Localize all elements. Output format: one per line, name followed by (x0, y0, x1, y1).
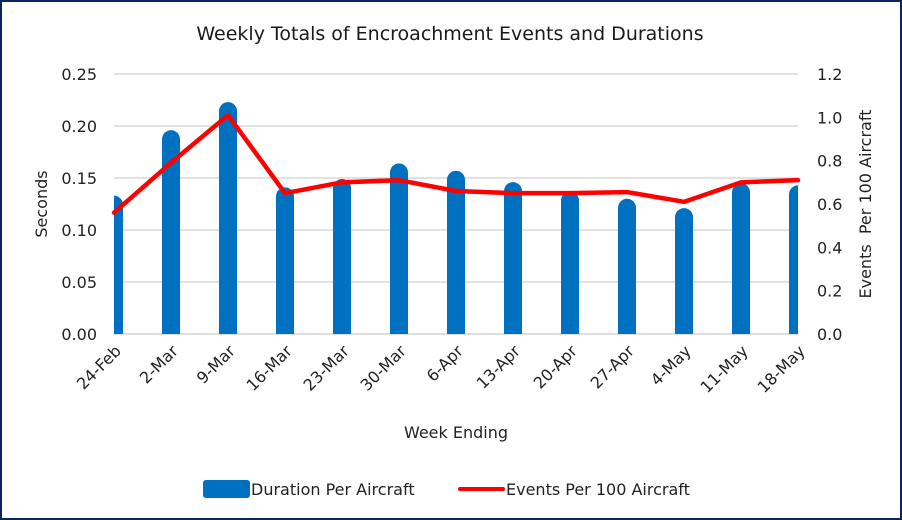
legend-swatch-duration (203, 480, 250, 498)
x-tick-label: 11-May (697, 341, 752, 396)
y2-tick-label: 0.0 (817, 325, 842, 344)
y2-tick-label: 0.6 (817, 195, 842, 214)
x-tick-label: 6-Apr (423, 341, 467, 385)
y2-axis-title: Events Per 100 Aircraft (856, 110, 875, 299)
legend-label-events: Events Per 100 Aircraft (506, 480, 690, 499)
x-tick-label: 4-May (647, 341, 695, 389)
bar (447, 170, 465, 334)
bar (114, 195, 123, 334)
bar (561, 191, 579, 334)
y-axis-title: Seconds (32, 170, 51, 237)
x-axis-title: Week Ending (404, 423, 508, 442)
y2-tick-label: 0.8 (817, 152, 842, 171)
y-tick-label: 0.00 (61, 325, 97, 344)
bar (219, 102, 237, 334)
legend-label-duration: Duration Per Aircraft (251, 480, 415, 499)
y-tick-label: 0.15 (61, 169, 97, 188)
y-tick-label: 0.10 (61, 221, 97, 240)
x-tick-label: 23-Mar (300, 341, 354, 395)
bar (618, 198, 636, 334)
x-tick-label: 20-Apr (530, 341, 582, 393)
y2-tick-label: 0.2 (817, 282, 842, 301)
y-axis-left-ticks: 0.00 0.05 0.10 0.15 0.20 0.25 (61, 65, 97, 344)
bar (276, 187, 294, 334)
y-axis-right-ticks: 0.0 0.2 0.4 0.6 0.8 1.0 1.2 (817, 65, 842, 344)
x-axis-ticks: 24-Feb 2-Mar 9-Mar 16-Mar 23-Mar 30-Mar 6-Apr 1… (73, 341, 809, 397)
x-tick-label: 30-Mar (357, 341, 411, 395)
bar (162, 130, 180, 334)
x-tick-label: 9-Mar (193, 341, 239, 387)
bar (675, 208, 693, 334)
legend: Duration Per Aircraft Events Per 100 Air… (203, 480, 690, 499)
x-tick-label: 27-Apr (587, 341, 639, 393)
x-tick-label: 2-Mar (136, 341, 182, 387)
bar (333, 179, 351, 334)
y-tick-label: 0.05 (61, 273, 97, 292)
line-series (111, 112, 801, 215)
chart-title: Weekly Totals of Encroachment Events and… (196, 23, 703, 45)
y2-tick-label: 1.0 (817, 108, 842, 127)
x-tick-label: 13-Apr (473, 341, 525, 393)
bar (732, 183, 750, 334)
x-tick-label: 24-Feb (73, 341, 125, 393)
y-tick-label: 0.25 (61, 65, 97, 84)
y-tick-label: 0.20 (61, 117, 97, 136)
bar-series (114, 102, 798, 334)
bar (789, 185, 798, 334)
bar (504, 182, 522, 334)
bar (390, 163, 408, 334)
y2-tick-label: 0.4 (817, 238, 842, 257)
x-tick-label: 18-May (754, 341, 809, 396)
x-tick-label: 16-Mar (243, 341, 297, 395)
y2-tick-label: 1.2 (817, 65, 842, 84)
